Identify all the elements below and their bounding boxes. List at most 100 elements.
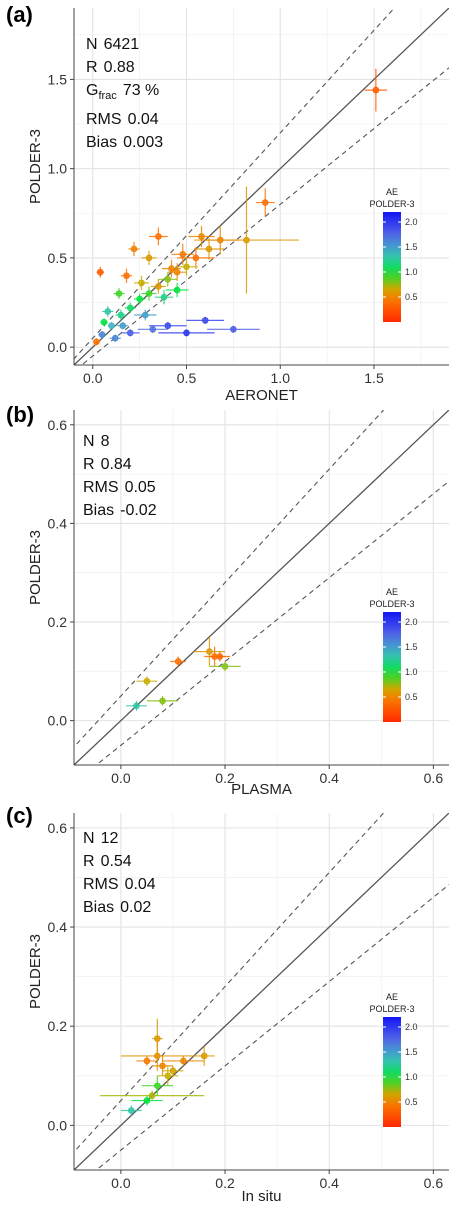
data-point: [141, 1075, 173, 1096]
data-point: [141, 250, 157, 266]
point-marker: [205, 245, 213, 253]
x-tick-label: 0.0: [83, 370, 103, 386]
point-marker: [100, 318, 108, 326]
point-marker: [130, 245, 138, 253]
colorbar-tick-label: 1.5: [405, 1047, 418, 1057]
colorbar-title: AE: [386, 992, 398, 1002]
data-point: [193, 1046, 215, 1066]
reference-lines: [74, 8, 449, 365]
reference-lines: [74, 813, 449, 1170]
data-points: [100, 1018, 215, 1116]
data-point: [152, 1018, 163, 1059]
data-point: [134, 293, 146, 305]
data-point: [154, 290, 174, 305]
data-point: [134, 309, 157, 321]
stat-line: Bias 0.02: [83, 896, 156, 919]
point-marker: [119, 322, 127, 330]
stat-key: R: [83, 456, 95, 473]
point-marker: [169, 1067, 177, 1075]
data-point: [255, 188, 275, 217]
stat-value: 0.88: [103, 59, 135, 76]
upper-envelope-line: [74, 8, 396, 360]
data-point: [188, 225, 215, 248]
point-marker: [183, 263, 190, 271]
x-tick-label: 0.6: [424, 770, 444, 786]
colorbar-tick-label: 0.5: [405, 692, 418, 702]
data-point: [120, 268, 133, 283]
point-marker: [154, 1082, 161, 1090]
point-marker: [115, 290, 123, 297]
point-marker: [138, 279, 145, 287]
colorbar-tick-label: 1.5: [405, 642, 418, 652]
colorbar-gradient: [383, 212, 401, 322]
point-marker: [117, 311, 125, 319]
x-tick-label: 0.2: [215, 770, 235, 786]
point-marker: [104, 308, 112, 315]
y-tick-label: 0.0: [48, 339, 68, 355]
data-point: [120, 329, 140, 337]
y-axis-label: POLDER-3: [27, 934, 44, 1009]
x-tick-label: 1.5: [364, 370, 384, 386]
point-marker: [155, 283, 162, 290]
chart-panel-c: 0.0 0.2 0.4 0.6 0.0 0.2 0.4 0.6 In situ POLDER-3 A…: [0, 803, 457, 1206]
chart-panel-b: 0.0 0.2 0.4 0.6 0.0 0.2 0.4 0.6 PLASMA POLDER-3 AE…: [0, 402, 457, 802]
stat-key: Bias: [86, 134, 118, 152]
stat-key: Gfrac: [86, 82, 117, 103]
stat-value: 73 %: [122, 82, 160, 99]
colorbar-tick-label: 1.0: [405, 667, 418, 677]
y-tick-label: 0.4: [48, 515, 68, 531]
colorbar-tick-label: 0.5: [405, 292, 418, 302]
x-tick-label: 1.0: [271, 370, 291, 386]
y-tick-label: 0.6: [48, 417, 68, 433]
point-marker: [216, 236, 224, 244]
y-axis-label: POLDER-3: [27, 530, 44, 605]
data-point: [107, 322, 116, 330]
data-point: [113, 288, 125, 299]
data-point: [167, 263, 187, 282]
one-to-one-line: [74, 813, 449, 1170]
y-tick-label: 0.0: [48, 713, 68, 729]
data-point: [150, 279, 166, 294]
x-tick-label: 0.0: [111, 770, 131, 786]
data-point: [131, 1095, 163, 1106]
data-point: [128, 241, 140, 257]
data-point: [194, 238, 224, 260]
colorbar-subtitle: POLDER-3: [369, 1004, 414, 1014]
data-point: [186, 316, 224, 324]
point-marker: [173, 286, 181, 294]
data-point: [100, 318, 108, 326]
data-point: [134, 275, 149, 291]
upper-envelope-line: [74, 410, 385, 748]
one-to-one-line: [74, 410, 449, 765]
data-point: [120, 1105, 142, 1116]
data-point: [117, 322, 129, 330]
data-point: [162, 1055, 205, 1066]
point-marker: [96, 268, 104, 276]
data-point: [364, 68, 388, 112]
data-point: [126, 700, 147, 711]
point-marker: [372, 86, 380, 94]
y-tick-label: 0.2: [48, 1018, 68, 1034]
colorbar-subtitle: POLDER-3: [369, 199, 414, 209]
x-axis-label: PLASMA: [231, 781, 292, 798]
stat-line: RMS 0.04: [86, 108, 163, 131]
chart-panel-a: 0.0 0.5 1.0 1.5 0.0 0.5 1.0 1.5 AERONET POLDER-3 A…: [0, 0, 457, 410]
data-point: [165, 282, 189, 298]
stat-key: RMS: [86, 111, 122, 129]
data-point: [136, 1055, 158, 1066]
point-marker: [148, 1092, 156, 1099]
data-point: [141, 286, 157, 301]
data-point: [109, 334, 121, 342]
colorbar: AE POLDER-3 2.0 1.5 1.0 0.5: [369, 992, 418, 1127]
stat-line: Bias -0.02: [83, 499, 157, 522]
lower-envelope-line: [95, 883, 449, 1170]
stat-line: R 0.54: [83, 850, 156, 873]
stat-key: RMS: [83, 876, 119, 893]
stat-value: 8: [100, 433, 110, 450]
stat-value: 0.04: [124, 876, 156, 893]
stat-key: R: [86, 59, 98, 76]
stats-box-c: N 12 R 0.54 RMS 0.04 Bias 0.02: [83, 827, 156, 919]
point-marker: [143, 1097, 151, 1104]
